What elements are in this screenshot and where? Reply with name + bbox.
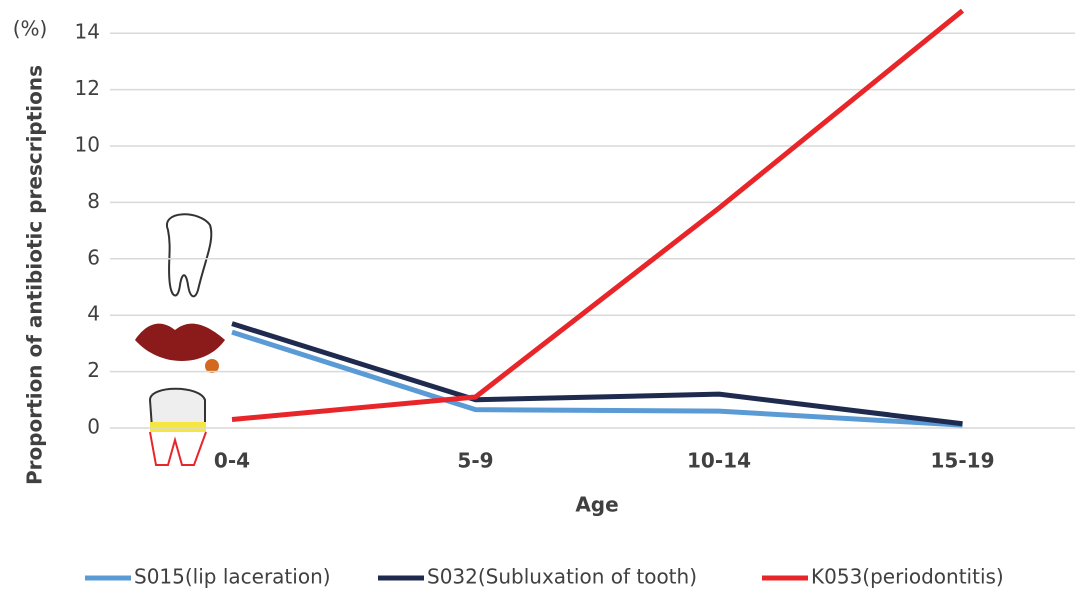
y-tick-label: 12 (75, 76, 100, 100)
y-tick-label: 6 (87, 245, 100, 269)
x-tick-label: 15-19 (931, 449, 995, 473)
y-tick-label: 10 (75, 133, 100, 157)
x-axis-title: Age (575, 493, 618, 517)
y-tick-label: 8 (87, 189, 100, 213)
y-tick-label: 2 (87, 358, 100, 382)
legend-label: S032(Subluxation of tooth) (427, 565, 697, 589)
legend-label: S015(lip laceration) (134, 565, 331, 589)
y-tick-label: 0 (87, 415, 100, 439)
y-tick-label: 4 (87, 302, 100, 326)
chart: (%) Proportion of antibiotic prescriptio… (0, 0, 1075, 591)
y-axis-title: Proportion of antibiotic prescriptions (23, 65, 47, 485)
y-unit: (%) (13, 17, 48, 41)
legend-label: K053(periodontitis) (811, 565, 1004, 589)
y-tick-label: 14 (75, 20, 100, 44)
x-tick-label: 5-9 (457, 449, 493, 473)
x-tick-label: 10-14 (687, 449, 751, 473)
x-tick-label: 0-4 (214, 449, 250, 473)
